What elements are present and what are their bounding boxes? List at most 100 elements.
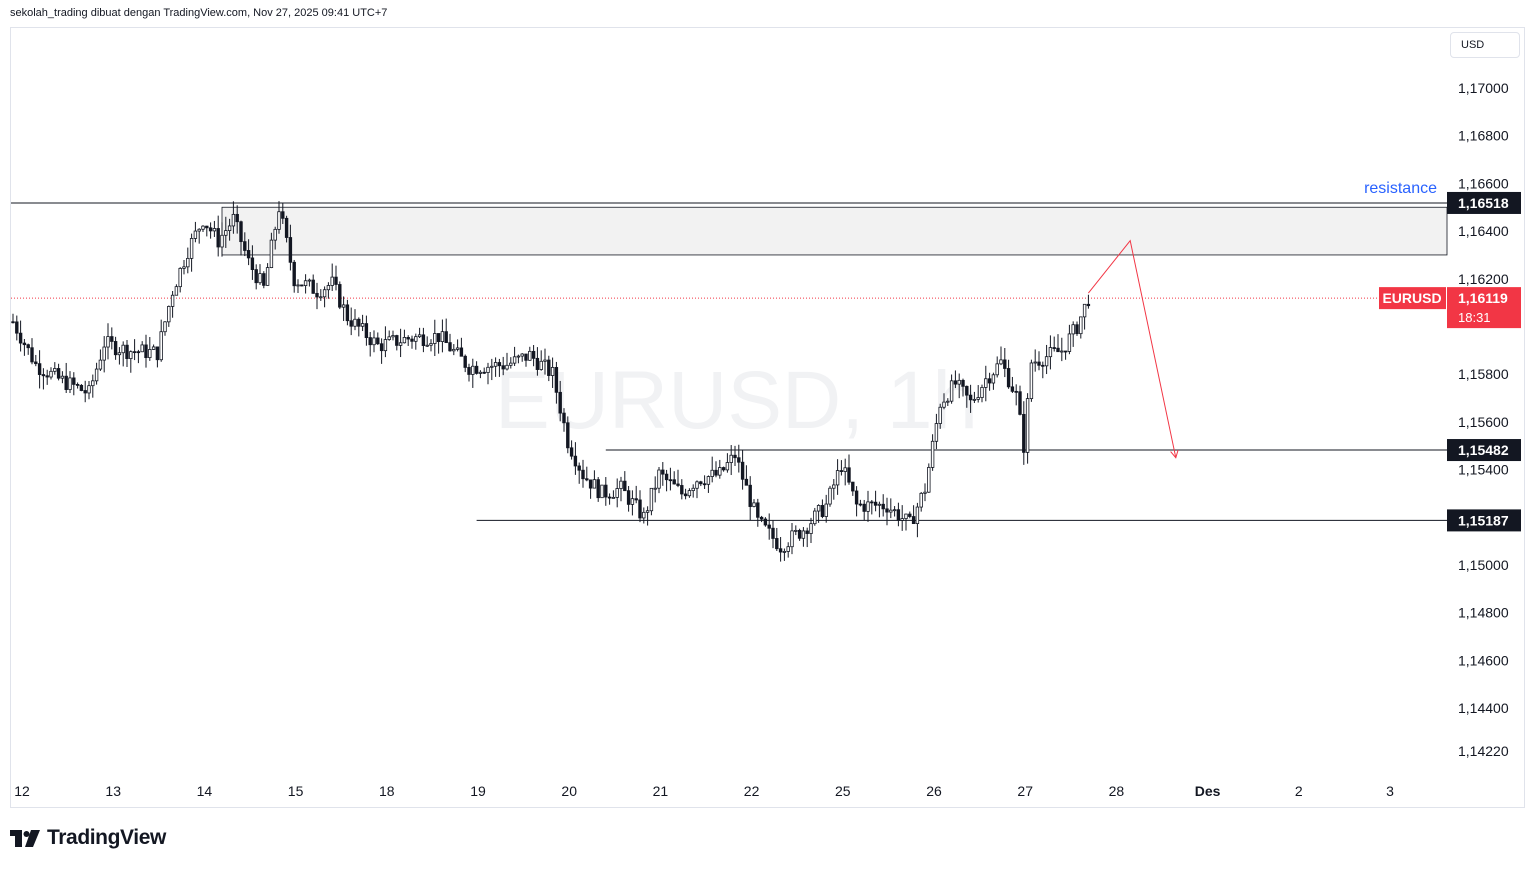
candle-body: [524, 353, 528, 361]
candle-body: [645, 510, 650, 513]
price-tick-label: 1,16600: [1458, 175, 1509, 191]
candle-body: [797, 529, 802, 539]
candle-body: [740, 461, 745, 480]
candle-body: [140, 344, 144, 353]
candle-body: [664, 473, 669, 481]
candle-body: [915, 506, 920, 525]
candle-body: [398, 342, 403, 346]
candle-body: [991, 374, 996, 384]
candle-body: [809, 523, 813, 534]
price-tick-label: 1,15800: [1458, 366, 1509, 382]
candle-body: [288, 237, 293, 263]
candle-body: [968, 394, 973, 401]
candle-body: [714, 469, 718, 476]
candle-body: [881, 503, 885, 510]
candle-body: [683, 493, 688, 497]
candle-body: [478, 371, 483, 374]
tradingview-logo-text: TradingView: [47, 826, 166, 849]
resistance-zone-rect: [221, 206, 1448, 256]
candle-body: [1082, 303, 1087, 318]
candle-body: [547, 359, 551, 376]
candle-body: [345, 304, 350, 322]
candle-body: [376, 337, 380, 345]
candle-body: [569, 447, 574, 457]
candle-body: [687, 490, 692, 497]
candle-body: [832, 484, 836, 489]
candle-body: [1063, 350, 1068, 353]
level-price-label-bg: [1447, 509, 1521, 532]
candle-body: [243, 241, 247, 251]
candle-body: [98, 359, 103, 370]
candle-body: [49, 370, 53, 378]
candle-body: [193, 230, 198, 239]
candle-body: [562, 412, 566, 424]
candle-body: [170, 294, 175, 307]
candle-body: [889, 509, 893, 513]
candle-body: [265, 267, 270, 286]
candle-body: [368, 337, 372, 346]
candle-body: [1086, 303, 1091, 307]
candle-body: [341, 304, 346, 308]
candle-body: [512, 356, 517, 364]
candle-body: [174, 286, 179, 296]
candle-body: [851, 481, 855, 492]
candle-body: [813, 510, 817, 525]
candle-body: [626, 490, 631, 505]
price-tick-label: 1,14400: [1458, 700, 1509, 716]
candle-body: [752, 502, 756, 507]
candle-body: [292, 261, 296, 287]
candle-body: [638, 499, 642, 519]
candle-body: [699, 481, 703, 485]
candle-body: [778, 548, 783, 553]
candle-body: [417, 334, 422, 338]
candle-body: [34, 361, 38, 365]
candle-body: [794, 529, 798, 532]
time-axis[interactable]: 12 13 14 15 18 19 20 21 22 25 26 27 28 Des 2 3: [14, 783, 1394, 799]
candle-body: [106, 336, 110, 348]
candle-body: [820, 505, 825, 517]
candle-body: [505, 364, 509, 370]
candle-body: [125, 344, 129, 359]
candle-body: [91, 380, 95, 387]
price-axis[interactable]: 1,17000 1,16800 1,16600 1,16400 1,16200 1,158…: [1458, 80, 1509, 759]
candle-body: [216, 228, 220, 248]
candle-body: [421, 334, 426, 346]
candle-body: [30, 347, 34, 363]
candle-body: [611, 496, 616, 499]
candle-body: [1044, 356, 1049, 367]
candle-body: [520, 353, 524, 357]
candles: [11, 201, 1091, 562]
candle-body: [668, 479, 673, 482]
time-tick-label: 18: [379, 783, 395, 799]
candle-body: [383, 339, 388, 352]
candle-body: [980, 387, 984, 398]
candle-body: [581, 469, 585, 480]
projection-arrow[interactable]: [1088, 239, 1179, 459]
candle-body: [835, 470, 840, 486]
candle-body: [364, 323, 369, 338]
candle-body: [311, 279, 315, 294]
candle-body: [904, 513, 908, 519]
candle-body: [927, 467, 931, 493]
candle-body: [657, 469, 661, 489]
candle-body: [53, 368, 57, 372]
candle-body: [771, 527, 775, 539]
candle-body: [1075, 324, 1079, 335]
candle-body: [83, 390, 87, 394]
projection-path[interactable]: [1088, 239, 1177, 458]
candle-body: [934, 423, 939, 442]
tradingview-logo[interactable]: TradingView: [10, 826, 166, 850]
candle-body: [554, 367, 559, 393]
candle-body: [995, 363, 999, 376]
candle-body: [490, 365, 494, 368]
candle-body: [1048, 347, 1053, 358]
candle-body: [303, 280, 308, 287]
candle-body: [706, 476, 711, 485]
candle-body: [938, 406, 942, 424]
candle-body: [18, 332, 23, 344]
currency-selector[interactable]: USD: [1450, 32, 1520, 58]
candle-body: [113, 341, 118, 356]
candle-body: [911, 516, 916, 525]
candle-body: [452, 348, 456, 352]
